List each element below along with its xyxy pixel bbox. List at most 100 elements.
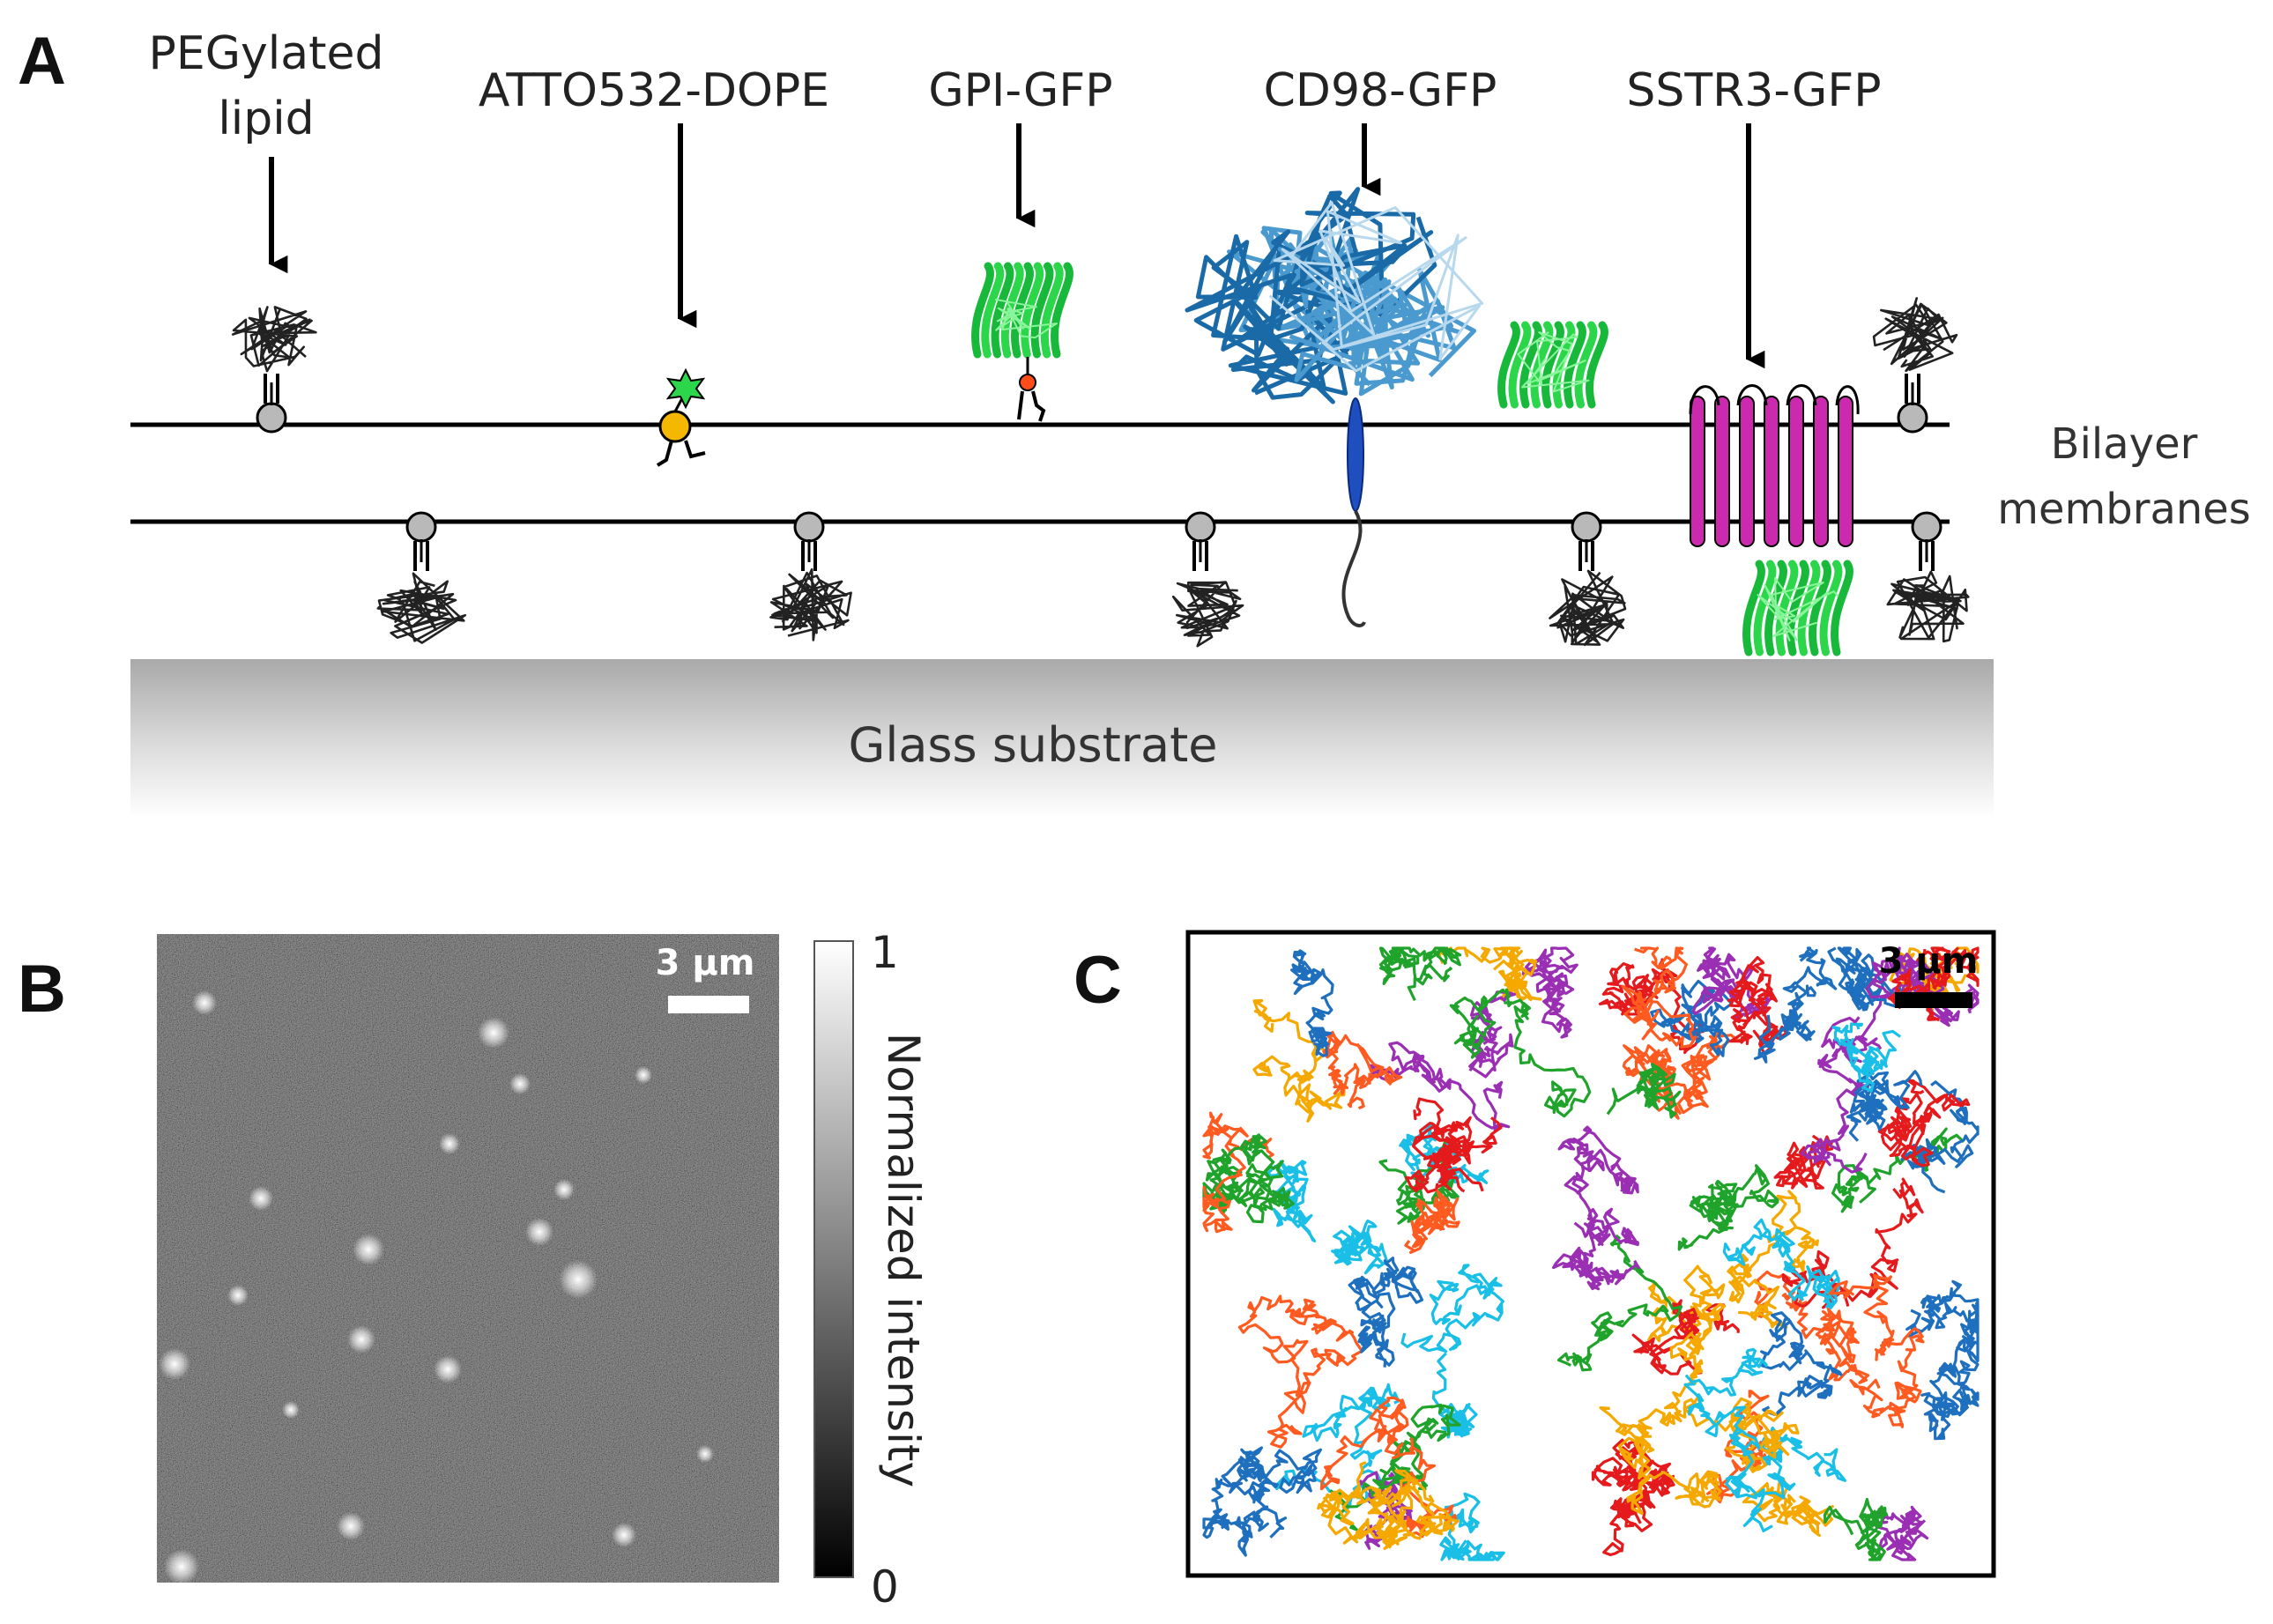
trajectory [1371, 1469, 1460, 1550]
microscopy-scalebar-label: 3 µm [656, 943, 755, 983]
trajectory [1874, 1505, 1929, 1561]
trajectory [1722, 1218, 1840, 1309]
fluorescent-spot [337, 1512, 365, 1540]
cd98-gfp-barrel [1497, 321, 1608, 409]
trajectory [1348, 1257, 1424, 1368]
trajectory [1521, 946, 1578, 1039]
fluorescent-spot [282, 1401, 300, 1419]
trajectory [1753, 946, 1838, 1064]
label-sstr3-gfp: SSTR3-GFP [1626, 64, 1881, 117]
fluorescent-spot [164, 1549, 199, 1584]
trajectory [1449, 988, 1592, 1118]
trajectory [1760, 1311, 1843, 1416]
trajectories [1202, 946, 1980, 1561]
trajectory-scalebar [1895, 992, 1972, 1008]
cd98-loops [1268, 201, 1484, 373]
trajectory [1266, 1160, 1317, 1242]
lipid-head [1571, 511, 1602, 543]
lipid-head [1897, 402, 1928, 434]
panel-letter-c: C [1073, 943, 1122, 1018]
trajectory [1556, 1235, 1683, 1372]
pegylated-lipid [231, 306, 317, 434]
panel-b: B 3 µm 1 0 Normalized intensity [18, 927, 929, 1613]
trajectory [1727, 1190, 1819, 1329]
trajectory [1598, 958, 1705, 1055]
fluorescent-spot [696, 1445, 714, 1463]
label-pegylated-lipid-line2: lipid [218, 93, 314, 145]
peg-polymer [1171, 581, 1244, 648]
fluorescent-spot [478, 1017, 509, 1049]
peg-polymer [1872, 297, 1958, 373]
lipid-head [256, 402, 287, 434]
trajectory [1220, 1133, 1295, 1224]
fluorescent-spot [509, 1073, 531, 1094]
pegylated-lipid [1171, 511, 1244, 648]
trajectory [1378, 946, 1462, 1001]
membrane-proteins [656, 187, 1860, 656]
trajectory [1322, 1030, 1403, 1110]
trajectory [1727, 956, 1788, 1056]
colorbar [813, 940, 854, 1578]
fluorescent-spot [553, 1179, 575, 1200]
colorbar-min: 0 [871, 1561, 899, 1613]
trajectory [1622, 1044, 1676, 1086]
label-pegylated-lipid-line1: PEGylated [149, 27, 384, 80]
trajectory-scalebar-label: 3 µm [1879, 941, 1979, 982]
peg-polymer [1886, 570, 1970, 643]
peg-polymer [376, 572, 467, 644]
pegylated-lipids [231, 297, 1970, 648]
fluorescent-spot [559, 1260, 598, 1299]
trajectory [1616, 1264, 1727, 1444]
trajectory [1404, 1189, 1460, 1254]
trajectory [1823, 1497, 1888, 1561]
label-cd98-gfp: CD98-GFP [1264, 64, 1497, 117]
panel-c: C 3 µm [1073, 930, 1996, 1578]
panel-letter-a: A [18, 24, 66, 99]
glass-substrate [130, 659, 1994, 818]
peg-polymer [1549, 569, 1627, 647]
trajectory [1552, 1208, 1640, 1291]
trajectory [1920, 1338, 1980, 1441]
trajectory [1290, 949, 1334, 1057]
trajectory [1202, 1156, 1265, 1214]
gfp-loops [1517, 330, 1590, 393]
fluorescent-spot [439, 1133, 460, 1154]
pegylated-lipid [1886, 511, 1970, 643]
pegylated-lipid [1872, 297, 1958, 434]
trajectory [1599, 1406, 1722, 1516]
label-atto532-dope: ATTO532-DOPE [479, 64, 829, 117]
cd98-gfp [1185, 187, 1608, 627]
gpi-gfp [971, 262, 1073, 422]
trajectory [1754, 1270, 1870, 1384]
label-gpi-gfp: GPI-GFP [928, 64, 1112, 117]
trajectory [1692, 946, 1774, 1020]
bilayer-label-line1: Bilayer [2051, 419, 2198, 469]
trajectory [1827, 946, 1908, 1012]
fluorescent-spot [159, 1348, 190, 1380]
trajectory [1331, 1219, 1389, 1275]
fluorescent-spots [159, 990, 714, 1584]
panel-a: A PEGylated lipid ATTO532-DOPE GPI-GFP C… [18, 24, 2251, 818]
microscopy-noise [157, 934, 779, 1583]
arrows [269, 123, 1765, 369]
trajectory [1677, 1164, 1779, 1251]
bilayer-label-line2: membranes [1997, 485, 2251, 534]
trajectory [1557, 1125, 1639, 1247]
trajectory [1237, 1294, 1363, 1449]
trajectory [1439, 1492, 1505, 1561]
peg-polymer [769, 567, 852, 641]
sstr3-gfp-barrel [1742, 560, 1853, 656]
trajectory [1319, 1396, 1458, 1539]
fluorescent-spot [434, 1355, 462, 1383]
peg-polymer [231, 306, 317, 373]
trajectory [1631, 1299, 1740, 1376]
trajectory [1405, 1143, 1484, 1194]
gfp-loops [1757, 577, 1839, 641]
trajectory [1252, 998, 1346, 1123]
lipid-head [1185, 511, 1216, 543]
panel-letter-b: B [18, 952, 66, 1027]
fluorescent-spot [192, 990, 217, 1015]
trajectory [1437, 946, 1542, 1002]
pegylated-lipid [769, 511, 852, 641]
trajectory [1877, 1079, 1971, 1168]
